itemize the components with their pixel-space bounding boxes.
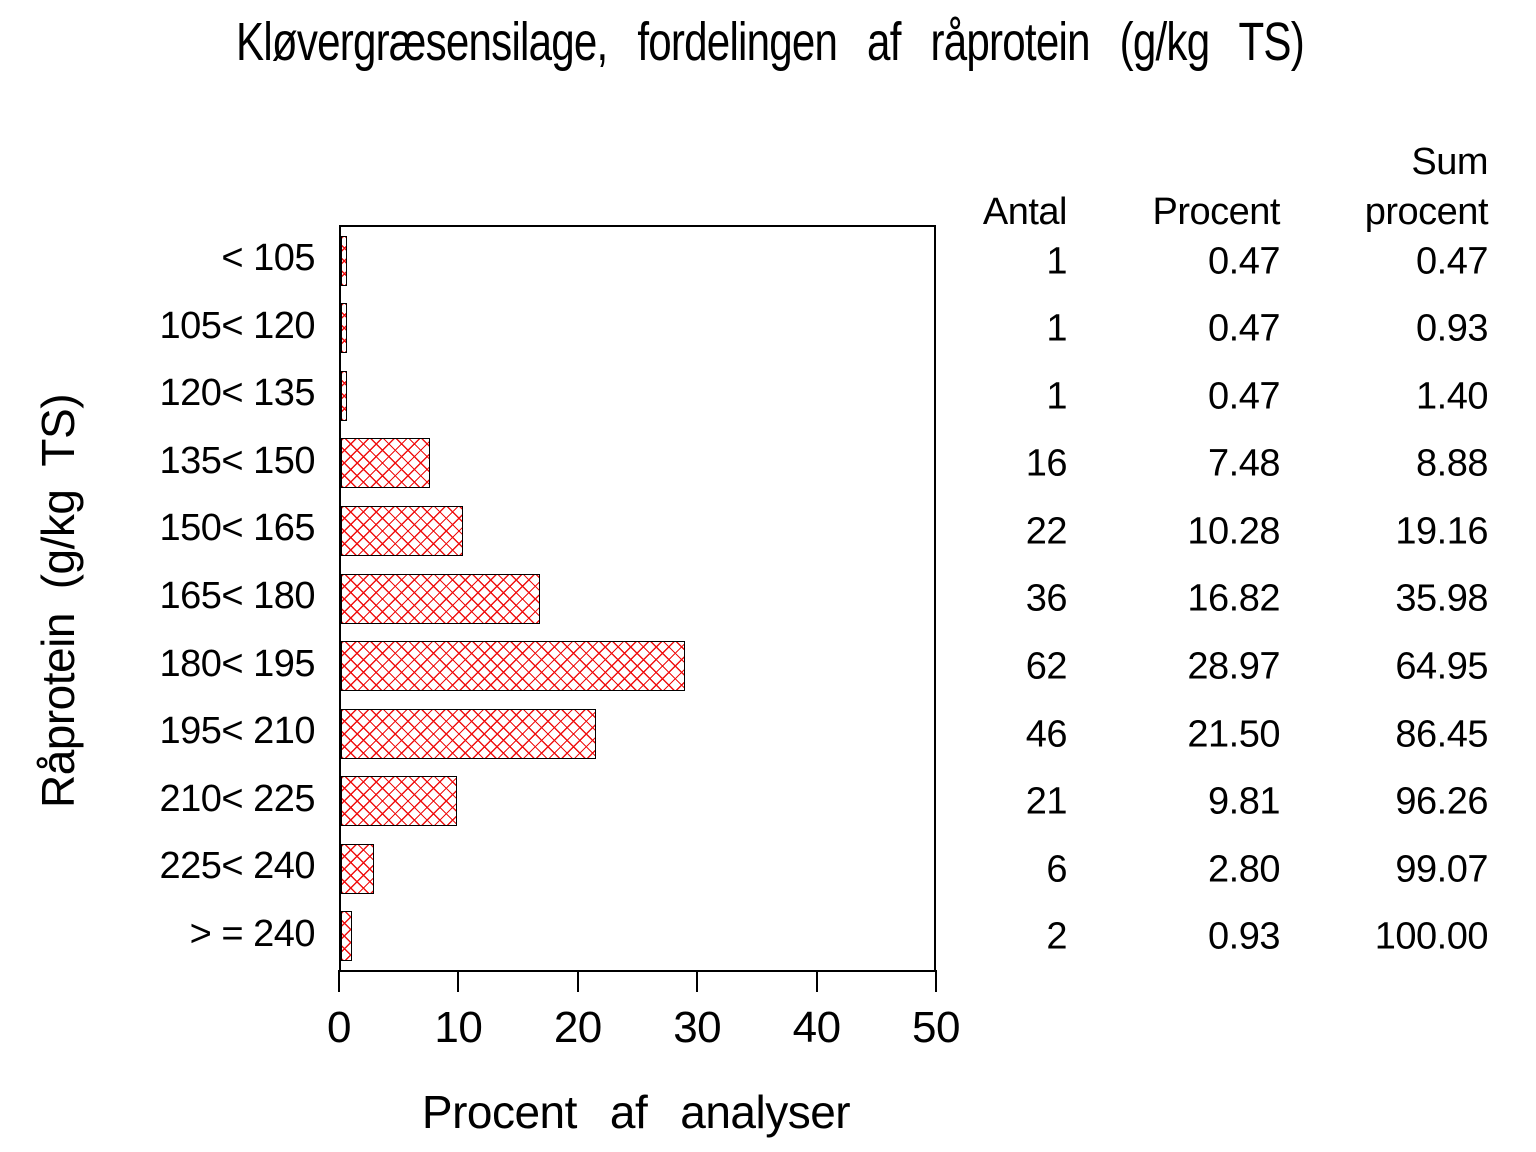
table-cell-antal: 6 bbox=[1046, 848, 1067, 891]
table-cell-antal: 2 bbox=[1046, 915, 1067, 958]
table-header-antal: Antal bbox=[982, 191, 1068, 233]
table-row: 6 2.80 99.07 bbox=[0, 836, 1536, 904]
table-cell-procent: 7.48 bbox=[1208, 442, 1280, 485]
table-cell-procent: 28.97 bbox=[1187, 645, 1280, 688]
table-row: 22 10.28 19.16 bbox=[0, 498, 1536, 566]
x-tick-mark bbox=[576, 970, 579, 992]
table-cell-antal: 21 bbox=[1025, 780, 1068, 823]
table-cell-procent: 0.93 bbox=[1208, 915, 1280, 958]
category-label: 150< 165 bbox=[159, 507, 315, 550]
bar-165<180 bbox=[341, 573, 541, 624]
x-axis-label: Procent af analyser bbox=[421, 1086, 851, 1138]
table-cell-procent: 16.82 bbox=[1187, 577, 1280, 620]
table-cell-sum: 64.95 bbox=[1395, 645, 1488, 688]
bar-<105 bbox=[341, 235, 347, 286]
bar-105<120 bbox=[341, 303, 347, 354]
x-tick-label: 0 bbox=[327, 1003, 351, 1052]
table-cell-procent: 9.81 bbox=[1208, 780, 1280, 823]
table-row: 46 21.50 86.45 bbox=[0, 701, 1536, 769]
table-cell-sum: 86.45 bbox=[1395, 713, 1488, 756]
table-header-sum-line2: procent bbox=[1364, 191, 1489, 233]
table-row: 1 0.47 0.93 bbox=[0, 296, 1536, 364]
table-cell-antal: 1 bbox=[1046, 307, 1067, 350]
category-label: 120< 135 bbox=[159, 372, 315, 415]
table-cell-sum: 100.00 bbox=[1374, 915, 1489, 958]
table-cell-sum: 0.47 bbox=[1416, 240, 1488, 283]
bar-150<165 bbox=[341, 505, 463, 556]
x-tick-mark bbox=[696, 970, 699, 992]
table-row: 1 0.47 1.40 bbox=[0, 363, 1536, 431]
x-tick-label: 10 bbox=[434, 1003, 483, 1052]
plot-area bbox=[339, 225, 936, 972]
table-cell-antal: 1 bbox=[1046, 375, 1067, 418]
table-cell-antal: 46 bbox=[1025, 713, 1068, 756]
table-row: 62 28.97 64.95 bbox=[0, 633, 1536, 701]
table-cell-sum: 0.93 bbox=[1416, 307, 1488, 350]
category-label: < 105 bbox=[221, 237, 315, 280]
category-label: 105< 120 bbox=[159, 304, 315, 347]
x-tick-label: 30 bbox=[673, 1003, 722, 1052]
table-cell-sum: 35.98 bbox=[1395, 577, 1488, 620]
category-label: 135< 150 bbox=[159, 439, 315, 482]
table-cell-antal: 1 bbox=[1046, 240, 1067, 283]
category-label: 180< 195 bbox=[159, 642, 315, 685]
table-cell-antal: 16 bbox=[1025, 442, 1068, 485]
table-header-procent: Procent bbox=[1152, 191, 1281, 233]
table-cell-antal: 36 bbox=[1025, 577, 1068, 620]
table-cell-procent: 21.50 bbox=[1187, 713, 1280, 756]
table-cell-sum: 19.16 bbox=[1395, 510, 1488, 553]
table-cell-procent: 2.80 bbox=[1208, 848, 1280, 891]
table-cell-sum: 1.40 bbox=[1416, 375, 1488, 418]
bar-210<225 bbox=[341, 776, 458, 827]
table-header-sum-procent: Sum procent bbox=[1364, 137, 1489, 237]
category-label: 165< 180 bbox=[159, 574, 315, 617]
table-header-sum-line1: Sum bbox=[1411, 141, 1488, 183]
table-row: 1 0.47 0.47 bbox=[0, 228, 1536, 296]
x-tick-mark bbox=[815, 970, 818, 992]
category-label: 195< 210 bbox=[159, 710, 315, 753]
table-row: 2 0.93 100.00 bbox=[0, 903, 1536, 971]
category-label: 210< 225 bbox=[159, 777, 315, 820]
x-tick-label: 20 bbox=[553, 1003, 602, 1052]
x-tick-mark bbox=[457, 970, 460, 992]
table-row: 21 9.81 96.26 bbox=[0, 768, 1536, 836]
table-cell-sum: 8.88 bbox=[1416, 442, 1488, 485]
bar-225<240 bbox=[341, 843, 375, 894]
bar-195<210 bbox=[341, 708, 596, 759]
category-label: > = 240 bbox=[189, 912, 316, 955]
table-cell-procent: 0.47 bbox=[1208, 375, 1280, 418]
table-cell-procent: 10.28 bbox=[1187, 510, 1280, 553]
table-cell-procent: 0.47 bbox=[1208, 240, 1280, 283]
table-row: 36 16.82 35.98 bbox=[0, 566, 1536, 634]
x-tick-mark bbox=[935, 970, 937, 992]
table-cell-procent: 0.47 bbox=[1208, 307, 1280, 350]
x-tick-label: 40 bbox=[792, 1003, 841, 1052]
table-cell-antal: 62 bbox=[1025, 645, 1068, 688]
category-label: 225< 240 bbox=[159, 845, 315, 888]
chart-title: Kløvergræsensilage, fordelingen af råpro… bbox=[236, 12, 1305, 72]
bar->=240 bbox=[341, 911, 353, 962]
table-cell-sum: 99.07 bbox=[1395, 848, 1488, 891]
table-row: 16 7.48 8.88 bbox=[0, 431, 1536, 499]
x-tick-label: 50 bbox=[912, 1003, 960, 1052]
table-cell-antal: 22 bbox=[1025, 510, 1068, 553]
table-cell-sum: 96.26 bbox=[1395, 780, 1488, 823]
bar-120<135 bbox=[341, 370, 347, 421]
x-tick-mark bbox=[338, 970, 340, 992]
bar-135<150 bbox=[341, 438, 430, 489]
bar-180<195 bbox=[341, 641, 685, 692]
